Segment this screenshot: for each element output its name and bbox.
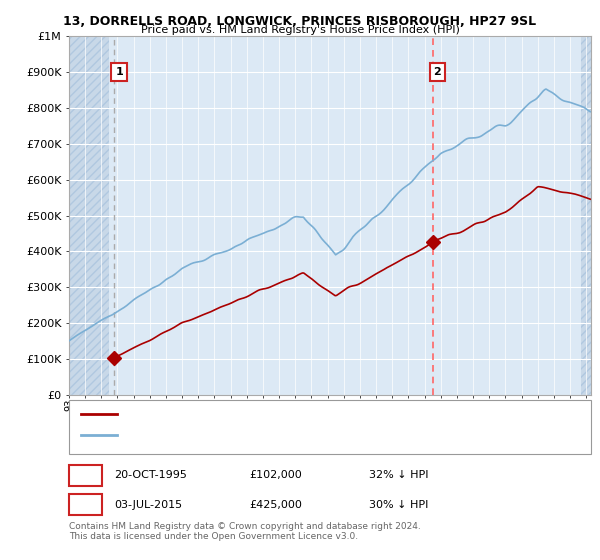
Text: 30% ↓ HPI: 30% ↓ HPI bbox=[369, 500, 428, 510]
Text: Price paid vs. HM Land Registry's House Price Index (HPI): Price paid vs. HM Land Registry's House … bbox=[140, 25, 460, 35]
Bar bbox=[581, 36, 591, 395]
Text: 13, DORRELLS ROAD, LONGWICK, PRINCES RISBOROUGH, HP27 9SL (detached house): 13, DORRELLS ROAD, LONGWICK, PRINCES RIS… bbox=[126, 409, 548, 419]
Text: 1: 1 bbox=[81, 469, 90, 482]
Text: £102,000: £102,000 bbox=[249, 470, 302, 480]
Text: 13, DORRELLS ROAD, LONGWICK, PRINCES RISBOROUGH, HP27 9SL: 13, DORRELLS ROAD, LONGWICK, PRINCES RIS… bbox=[64, 15, 536, 28]
Text: 20-OCT-1995: 20-OCT-1995 bbox=[114, 470, 187, 480]
Text: 1: 1 bbox=[115, 67, 123, 77]
Text: 03-JUL-2015: 03-JUL-2015 bbox=[114, 500, 182, 510]
Text: £425,000: £425,000 bbox=[249, 500, 302, 510]
Text: Contains HM Land Registry data © Crown copyright and database right 2024.
This d: Contains HM Land Registry data © Crown c… bbox=[69, 522, 421, 542]
Text: 2: 2 bbox=[81, 498, 90, 511]
Text: 32% ↓ HPI: 32% ↓ HPI bbox=[369, 470, 428, 480]
Text: HPI: Average price, detached house, Buckinghamshire: HPI: Average price, detached house, Buck… bbox=[126, 430, 392, 440]
Text: 2: 2 bbox=[434, 67, 442, 77]
Bar bbox=[69, 36, 109, 395]
